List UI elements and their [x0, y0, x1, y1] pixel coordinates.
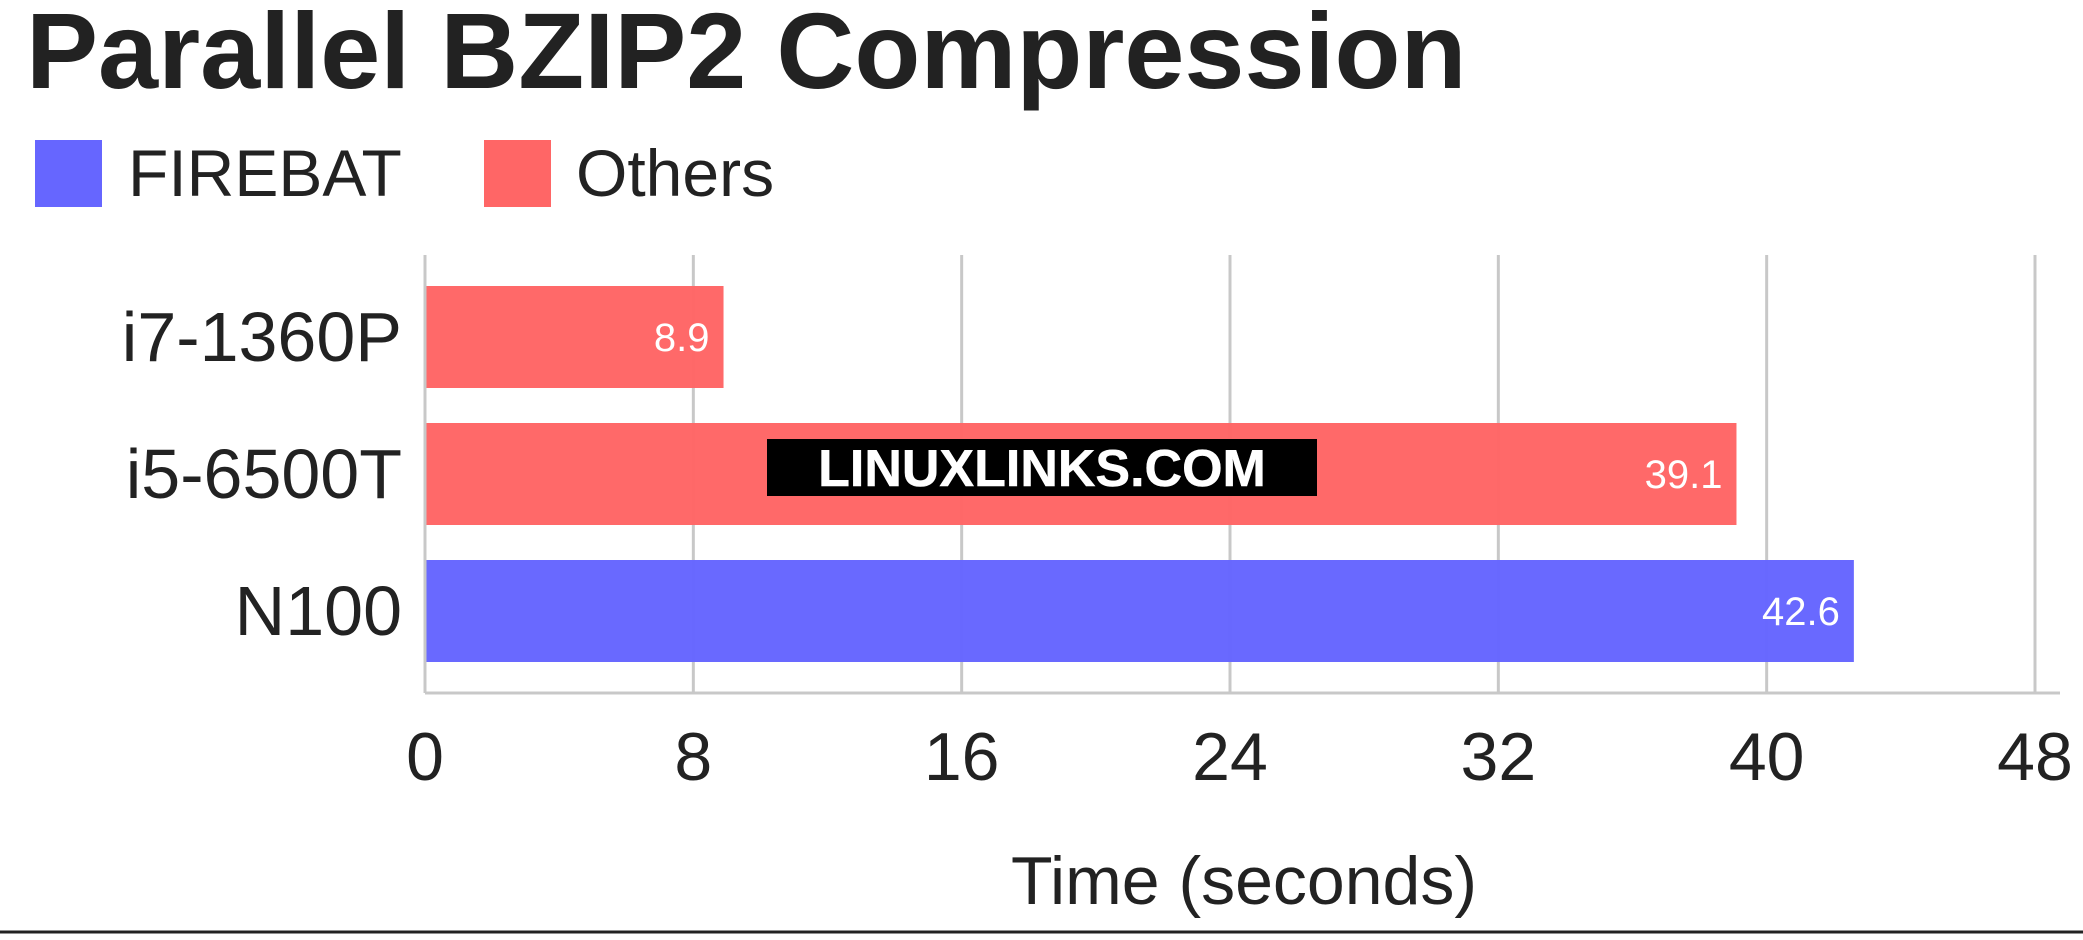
bar-value-labels: 8.9 39.1 42.6	[654, 316, 1840, 634]
legend: FIREBAT Others	[35, 136, 774, 210]
legend-swatch-others	[484, 140, 551, 207]
y-axis-categories: i7-1360P i5-6500T N100	[122, 298, 402, 650]
bar-value-label: 42.6	[1762, 590, 1840, 634]
y-category-label: i7-1360P	[122, 298, 402, 376]
bar-n100	[425, 560, 1854, 662]
x-tick-label: 8	[674, 719, 712, 795]
legend-swatch-firebat	[35, 140, 102, 207]
y-category-label: N100	[235, 572, 402, 650]
legend-label-others: Others	[576, 136, 774, 210]
watermark-background	[767, 439, 1317, 496]
x-tick-label: 40	[1729, 719, 1805, 795]
axes	[423, 255, 2060, 695]
x-axis-ticks: 0 8 16 24 32 40 48	[406, 719, 2073, 795]
x-tick-label: 0	[406, 719, 444, 795]
bar-value-label: 8.9	[654, 316, 710, 360]
bar-i7-1360p	[425, 286, 724, 388]
legend-label-firebat: FIREBAT	[128, 136, 402, 210]
x-tick-label: 24	[1192, 719, 1268, 795]
x-axis-title: Time (seconds)	[1011, 843, 1477, 919]
x-tick-label: 48	[1997, 719, 2073, 795]
y-category-label: i5-6500T	[126, 435, 402, 513]
watermark: LINUXLINKS.COM	[767, 439, 1317, 498]
watermark-text: LINUXLINKS.COM	[818, 440, 1266, 498]
chart-title: Parallel BZIP2 Compression	[26, 0, 1467, 111]
bar-value-label: 39.1	[1645, 453, 1723, 497]
x-tick-label: 32	[1461, 719, 1537, 795]
x-tick-label: 16	[924, 719, 1000, 795]
